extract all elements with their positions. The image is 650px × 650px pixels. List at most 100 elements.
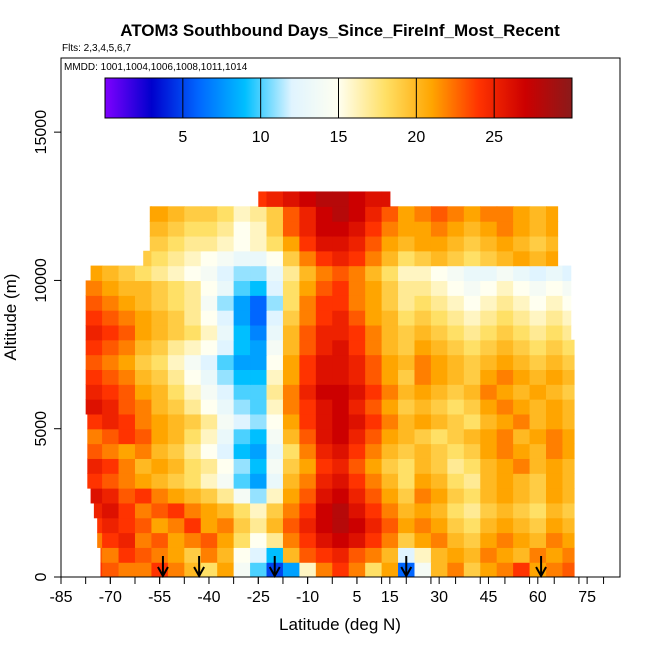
heatmap-cell — [381, 369, 399, 385]
heatmap-cell — [414, 339, 432, 356]
heatmap-cell — [299, 473, 317, 489]
heatmap-cell — [480, 250, 498, 267]
heatmap-cell — [562, 488, 575, 504]
heatmap-cell — [447, 310, 465, 326]
heatmap-cell — [266, 473, 284, 489]
heatmap-cell — [233, 369, 251, 385]
heatmap-cell — [529, 206, 547, 222]
heatmap-cell — [480, 354, 498, 370]
heatmap-cell — [100, 562, 103, 577]
heatmap-cell — [430, 369, 448, 385]
y-axis-label: Altitude (m) — [1, 274, 20, 361]
heatmap-cell — [398, 310, 416, 326]
heatmap-cell — [299, 562, 317, 577]
heatmap-cell — [134, 399, 153, 415]
heatmap-cell — [233, 206, 251, 222]
heatmap-cell — [546, 547, 564, 563]
heatmap-cell — [299, 502, 317, 519]
heatmap-cell — [266, 384, 284, 400]
heatmap-cell — [365, 502, 383, 519]
heatmap-cell — [365, 532, 383, 548]
heatmap-cell — [332, 191, 350, 207]
heatmap-cell — [315, 206, 333, 222]
heatmap-cell — [430, 502, 448, 519]
heatmap-cell — [562, 354, 575, 370]
heatmap-cell — [102, 399, 120, 415]
heatmap-cell — [258, 191, 268, 207]
heatmap-cell — [217, 517, 235, 534]
heatmap-cell — [217, 502, 235, 519]
heatmap-cell — [266, 206, 284, 222]
heatmap-cell — [184, 235, 202, 252]
heatmap-cell — [496, 443, 514, 459]
heatmap-cell — [200, 310, 218, 326]
heatmap-cell — [430, 206, 448, 222]
plot-frame — [60, 57, 621, 578]
heatmap-cell — [217, 235, 235, 252]
heatmap-cell — [430, 324, 448, 341]
heatmap-cell — [332, 428, 350, 445]
heatmap-cell — [299, 310, 317, 326]
heatmap-cell — [299, 399, 317, 415]
colorbar: 5 10 15 20 25 — [104, 77, 573, 146]
heatmap-cell — [250, 354, 268, 370]
heatmap-cell — [480, 339, 498, 356]
dates-note: MMDD: 1001,1004,1006,1008,1011,1014 — [64, 62, 248, 73]
heatmap-cell — [282, 547, 300, 563]
heatmap-cell — [529, 517, 547, 534]
heatmap-cell — [118, 547, 136, 563]
heatmap-cell — [233, 473, 251, 489]
heatmap-cell — [546, 458, 564, 474]
heatmap-cell — [282, 324, 300, 341]
heatmap-cell — [217, 488, 235, 504]
heatmap-cell — [529, 235, 547, 252]
heatmap-cell — [282, 532, 300, 548]
heatmap-cell — [546, 413, 564, 430]
heatmap-cell — [233, 339, 251, 356]
heatmap-cell — [332, 339, 350, 356]
heatmap-cell — [315, 221, 333, 237]
heatmap-cell — [87, 473, 103, 489]
heatmap-cell — [365, 517, 383, 534]
heatmap-cell — [167, 443, 185, 459]
heatmap-cell — [315, 295, 333, 311]
flights-note: Flts: 2,3,4,5,6,7 — [62, 43, 131, 54]
heatmap-cell — [463, 265, 481, 282]
heatmap-cell — [149, 206, 153, 222]
heatmap-cell — [414, 384, 432, 400]
heatmap-cell — [149, 235, 153, 252]
heatmap-cell — [299, 369, 317, 385]
heatmap-cell — [200, 547, 218, 563]
heatmap-cell — [102, 562, 120, 577]
heatmap-cell — [480, 428, 498, 445]
heatmap-cell — [134, 310, 153, 326]
heatmap-cell — [151, 280, 169, 296]
heatmap-cell — [184, 324, 202, 341]
heatmap-cell — [282, 413, 300, 430]
heatmap-cell — [200, 369, 218, 385]
colorbar-tick-label: 20 — [407, 129, 425, 146]
heatmap-cell — [233, 384, 251, 400]
heatmap-cell — [365, 206, 383, 222]
heatmap-cell — [414, 295, 432, 311]
heatmap-cell — [398, 502, 416, 519]
heatmap-cell — [414, 221, 432, 237]
heatmap-cell — [282, 458, 300, 474]
heatmap-cell — [414, 399, 432, 415]
heatmap-cell — [463, 532, 481, 548]
heatmap-cell — [332, 488, 350, 504]
heatmap-cell — [348, 384, 366, 400]
heatmap-cell — [134, 295, 153, 311]
heatmap-cell — [118, 517, 136, 534]
heatmap-cell — [480, 280, 498, 296]
heatmap-cell — [447, 458, 465, 474]
x-tick-label: -10 — [296, 589, 319, 606]
heatmap-cell — [463, 280, 481, 296]
heatmap-cell — [200, 206, 218, 222]
heatmap-cell — [102, 517, 120, 534]
heatmap-cell — [365, 250, 383, 267]
heatmap-cell — [414, 502, 432, 519]
heatmap-cell — [447, 324, 465, 341]
heatmap-cell — [85, 280, 103, 296]
heatmap-cell — [315, 354, 333, 370]
